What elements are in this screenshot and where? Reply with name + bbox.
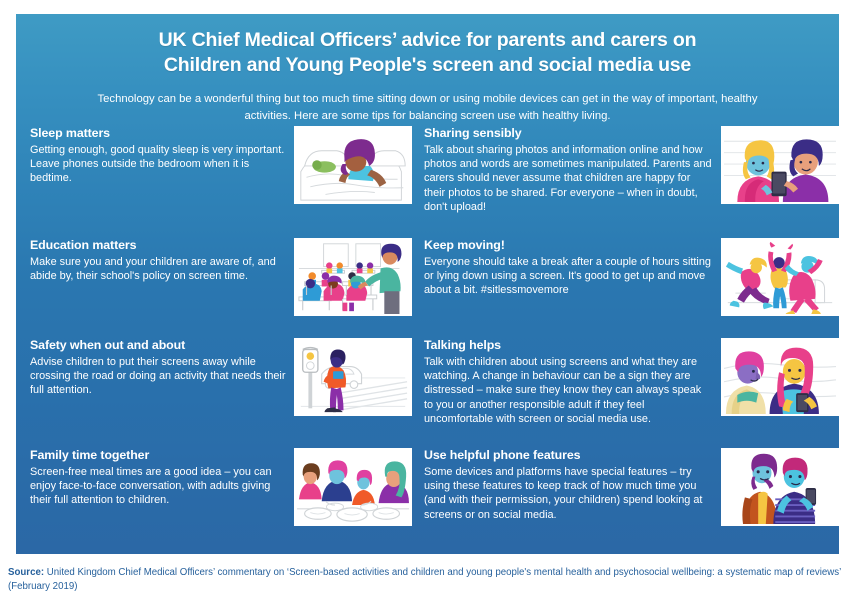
page-title-line-1: UK Chief Medical Officers’ advice for pa… (158, 29, 697, 51)
tips-row: Sleep matters Getting enough, good quali… (16, 126, 839, 238)
tip-text: Use helpful phone features Some devices … (424, 448, 721, 548)
page-title-line-2: Children and Young People's screen and s… (163, 54, 692, 76)
people-dancing-in-living-room-illustration (721, 238, 839, 316)
tip-card-sleep-matters: Sleep matters Getting enough, good quali… (16, 126, 412, 238)
tip-body: Talk with children about using screens a… (424, 356, 702, 425)
tip-body: Everyone should take a break after a cou… (424, 256, 711, 297)
adult-and-child-with-phone-illustration (721, 448, 839, 526)
tips-grid: Sleep matters Getting enough, good quali… (16, 126, 839, 548)
tips-row: Safety when out and about Advise childre… (16, 338, 839, 448)
tip-heading: Keep moving! (424, 238, 505, 252)
tip-text: Keep moving! Everyone should take a brea… (424, 238, 721, 338)
source-text: United Kingdom Chief Medical Officers’ c… (8, 567, 841, 592)
tip-body: Make sure you and your children are awar… (30, 256, 276, 283)
tip-text: Sleep matters Getting enough, good quali… (30, 126, 294, 238)
tip-heading: Sharing sensibly (424, 126, 522, 140)
tip-card-family-time-together: Family time together Screen-free meal ti… (16, 448, 412, 548)
classroom-with-teacher-illustration (294, 238, 412, 316)
tip-card-sharing-sensibly: Sharing sensibly Talk about sharing phot… (412, 126, 839, 238)
source-footer: Source: United Kingdom Chief Medical Off… (8, 566, 846, 594)
tip-card-talking-helps: Talking helps Talk with children about u… (412, 338, 839, 448)
tip-text: Sharing sensibly Talk about sharing phot… (424, 126, 721, 238)
two-women-looking-at-phone-illustration (721, 126, 839, 204)
page-subtitle: Technology can be a wonderful thing but … (97, 93, 758, 122)
tip-body: Some devices and platforms have special … (424, 466, 703, 521)
poster-header: UK Chief Medical Officers’ advice for pa… (16, 14, 839, 124)
tip-card-safety-when-out-and-about: Safety when out and about Advise childre… (16, 338, 412, 448)
tip-heading: Family time together (30, 448, 150, 462)
tip-heading: Talking helps (424, 338, 501, 352)
tip-body: Screen-free meal times are a good idea –… (30, 466, 272, 507)
child-at-pedestrian-crossing-illustration (294, 338, 412, 416)
blue-panel: UK Chief Medical Officers’ advice for pa… (16, 14, 839, 554)
tip-body: Getting enough, good quality sleep is ve… (30, 144, 285, 185)
child-sleeping-in-bed-illustration (294, 126, 412, 204)
tip-text: Talking helps Talk with children about u… (424, 338, 721, 448)
tip-body: Talk about sharing photos and informatio… (424, 144, 712, 213)
tip-heading: Use helpful phone features (424, 448, 581, 462)
family-eating-meal-together-illustration (294, 448, 412, 526)
tip-card-use-helpful-phone-features: Use helpful phone features Some devices … (412, 448, 839, 548)
tip-heading: Safety when out and about (30, 338, 186, 352)
tips-row: Education matters Make sure you and your… (16, 238, 839, 338)
tip-text: Family time together Screen-free meal ti… (30, 448, 294, 548)
tip-card-education-matters: Education matters Make sure you and your… (16, 238, 412, 338)
source-label: Source: (8, 567, 45, 578)
tip-text: Education matters Make sure you and your… (30, 238, 294, 338)
page-title: UK Chief Medical Officers’ advice for pa… (62, 28, 793, 78)
tip-body: Advise children to put their screens awa… (30, 356, 286, 397)
tips-row: Family time together Screen-free meal ti… (16, 448, 839, 548)
tip-text: Safety when out and about Advise childre… (30, 338, 294, 448)
parent-and-teen-talking-illustration (721, 338, 839, 416)
tip-heading: Education matters (30, 238, 137, 252)
tip-card-keep-moving: Keep moving! Everyone should take a brea… (412, 238, 839, 338)
tip-heading: Sleep matters (30, 126, 110, 140)
